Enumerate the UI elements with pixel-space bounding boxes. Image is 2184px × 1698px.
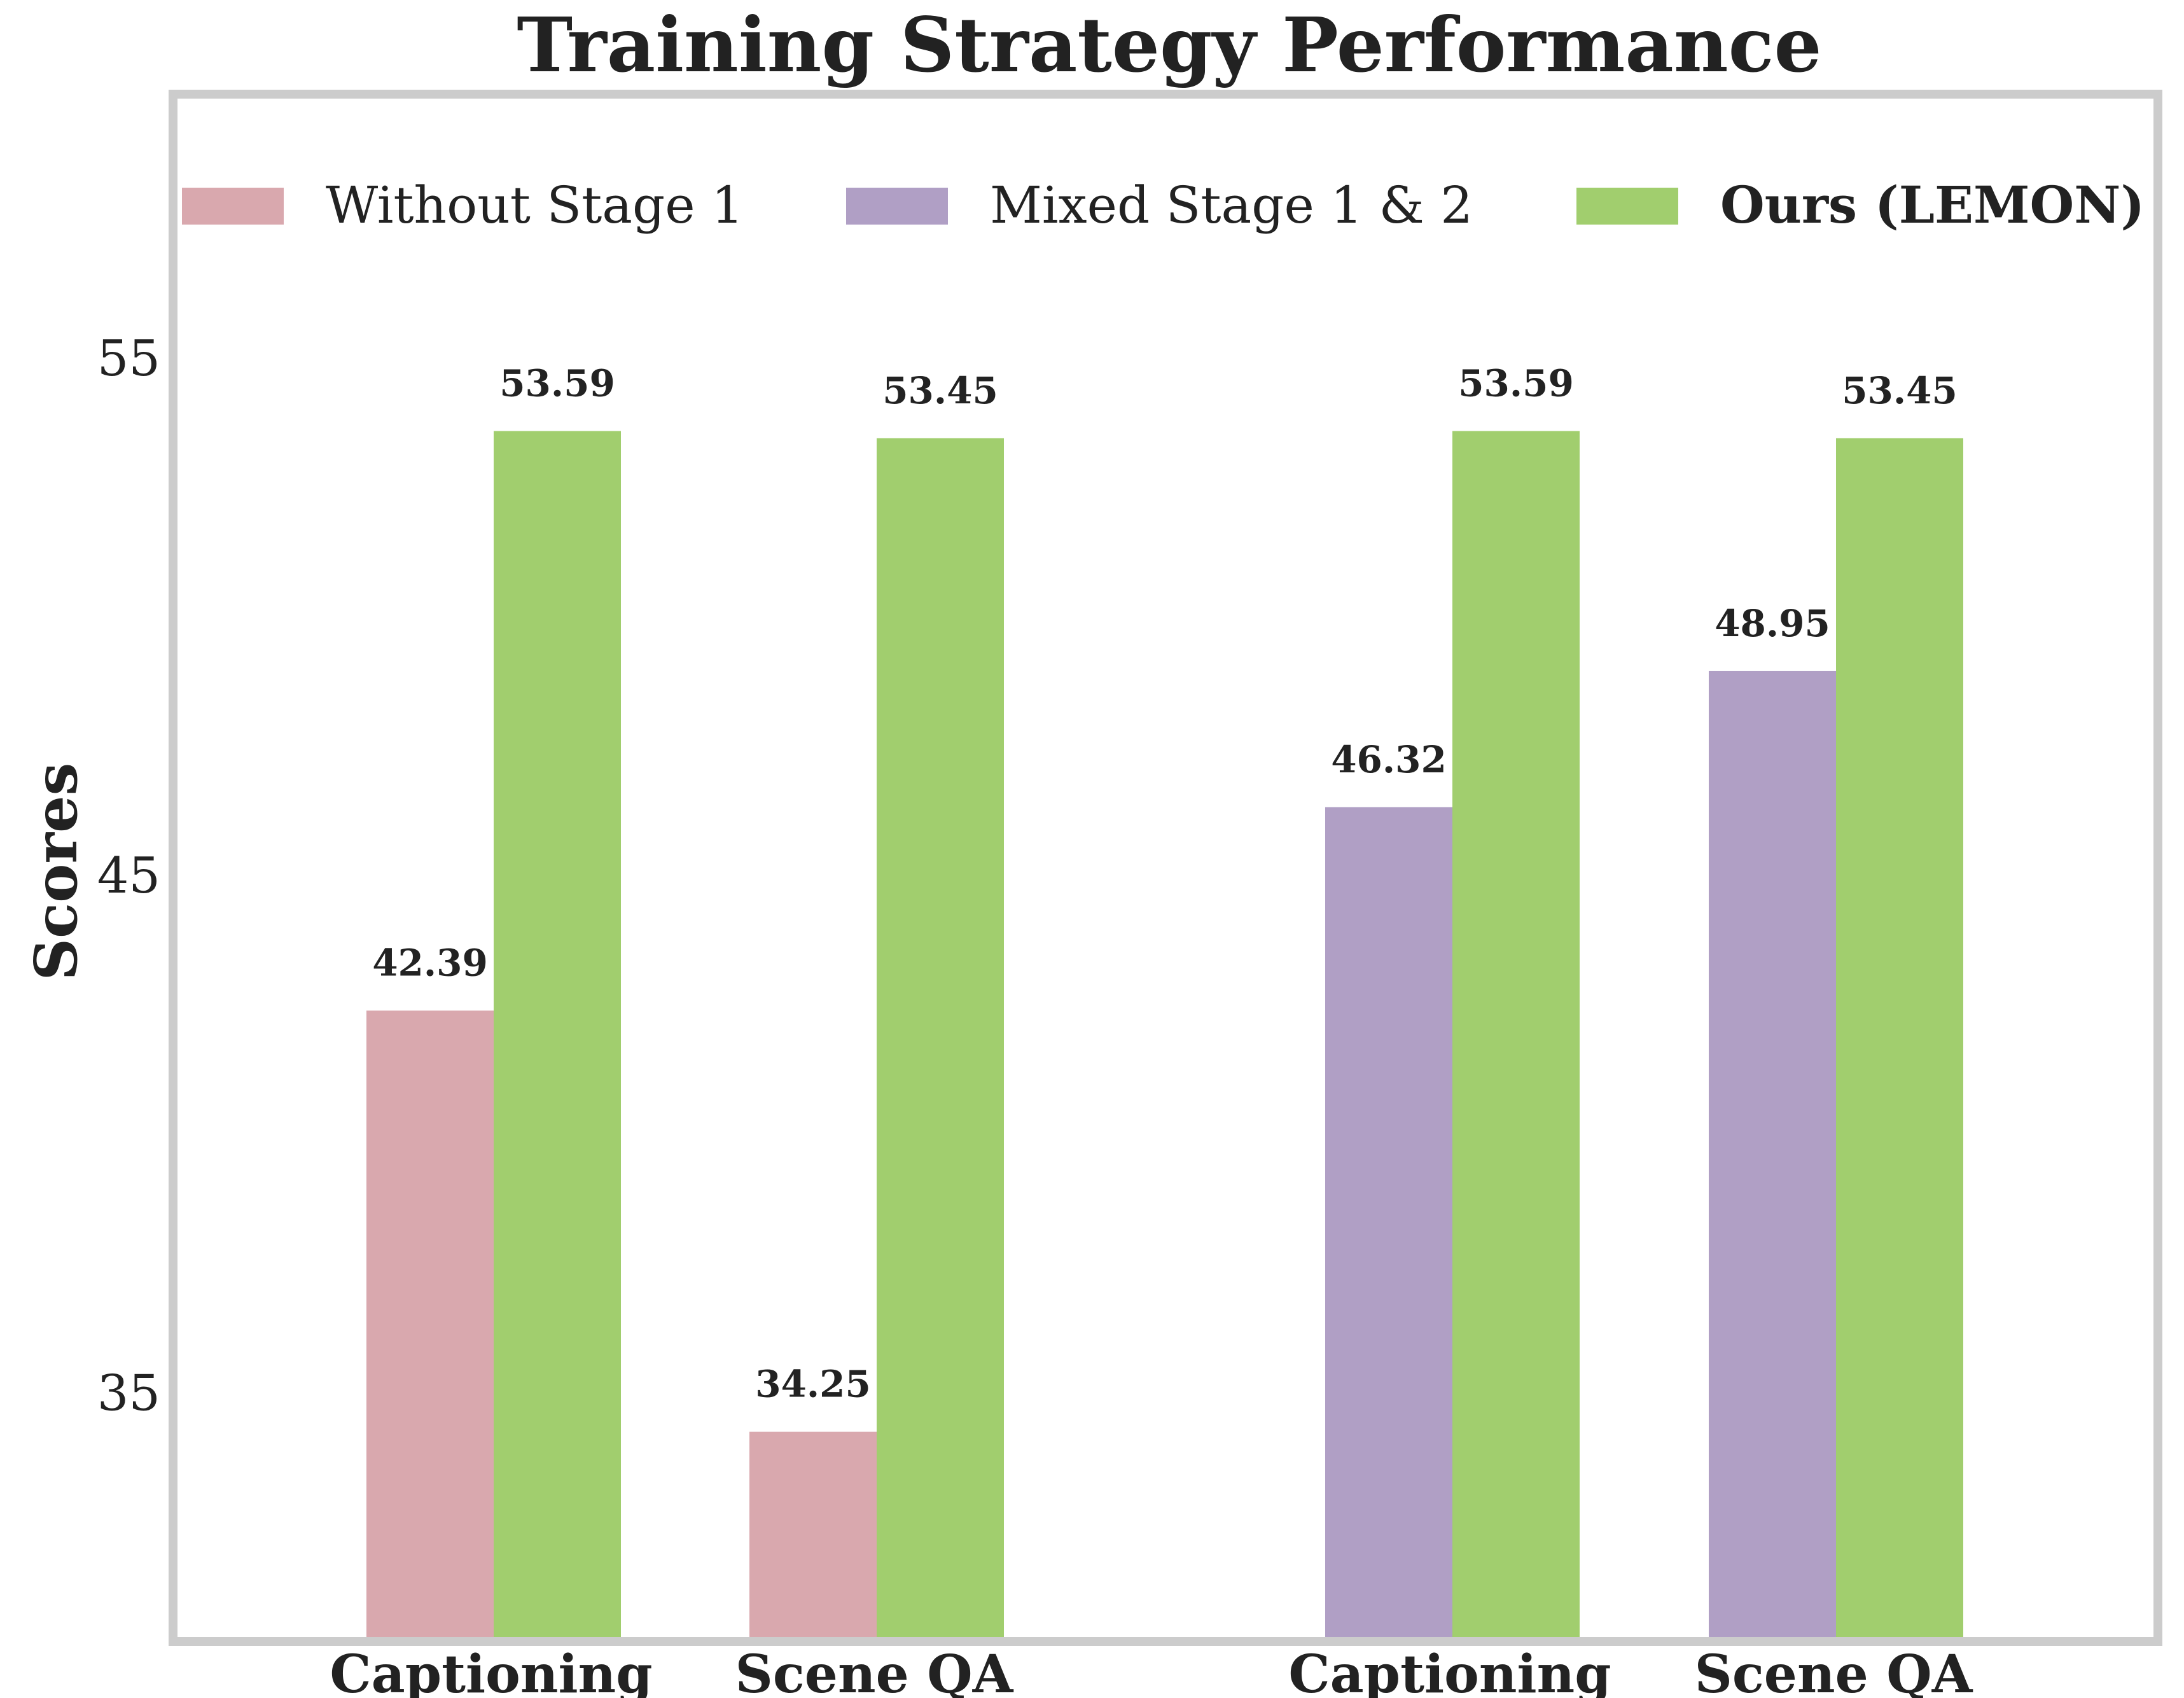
y-axis-ticks: 35 45 55 <box>97 330 160 1423</box>
plot-frame <box>169 90 2162 1646</box>
bar-value-label: 53.45 <box>1842 369 1958 412</box>
y-axis-label: Scores <box>22 763 90 981</box>
y-tick-label: 45 <box>97 847 160 905</box>
bar <box>877 438 1004 1638</box>
bar-value-label: 34.25 <box>755 1363 871 1406</box>
x-tick-label: Scene QA <box>1695 1644 1973 1698</box>
legend-label: Mixed Stage 1 & 2 <box>990 176 1473 235</box>
y-tick-label: 55 <box>97 330 160 387</box>
bar-value-label: 53.59 <box>499 362 615 405</box>
chart-title: Training Strategy Performance <box>517 1 1821 89</box>
x-tick-label: Scene QA <box>735 1644 1014 1698</box>
legend-swatch <box>846 188 948 225</box>
bar-value-label: 48.95 <box>1715 602 1830 645</box>
x-tick-label: Captioning <box>330 1644 652 1698</box>
x-axis-ticks: Captioning Scene QA Captioning Scene QA <box>330 1644 1973 1698</box>
legend: Without Stage 1 Mixed Stage 1 & 2 Ours (LE… <box>182 175 2145 235</box>
bar <box>1452 431 1580 1637</box>
legend-label: Without Stage 1 <box>326 176 744 235</box>
value-labels: 42.39 53.59 34.25 53.45 46.32 53.59 48.95 53.45 <box>372 362 1958 1406</box>
bar-value-label: 46.32 <box>1331 738 1447 781</box>
bar <box>1836 438 1963 1638</box>
bar-value-label: 42.39 <box>372 941 488 984</box>
bar-value-label: 53.45 <box>882 369 998 412</box>
legend-swatch <box>1576 188 1678 225</box>
bar <box>1709 671 1836 1637</box>
bars <box>366 431 1963 1638</box>
bar <box>749 1431 877 1637</box>
bar-value-label: 53.59 <box>1458 362 1574 405</box>
bar <box>1325 807 1452 1637</box>
bar <box>494 431 621 1637</box>
y-tick-label: 35 <box>97 1365 160 1423</box>
bar <box>366 1010 494 1637</box>
x-tick-label: Captioning <box>1288 1644 1611 1698</box>
legend-label: Ours (LEMON) <box>1720 175 2145 235</box>
legend-swatch <box>182 188 284 225</box>
